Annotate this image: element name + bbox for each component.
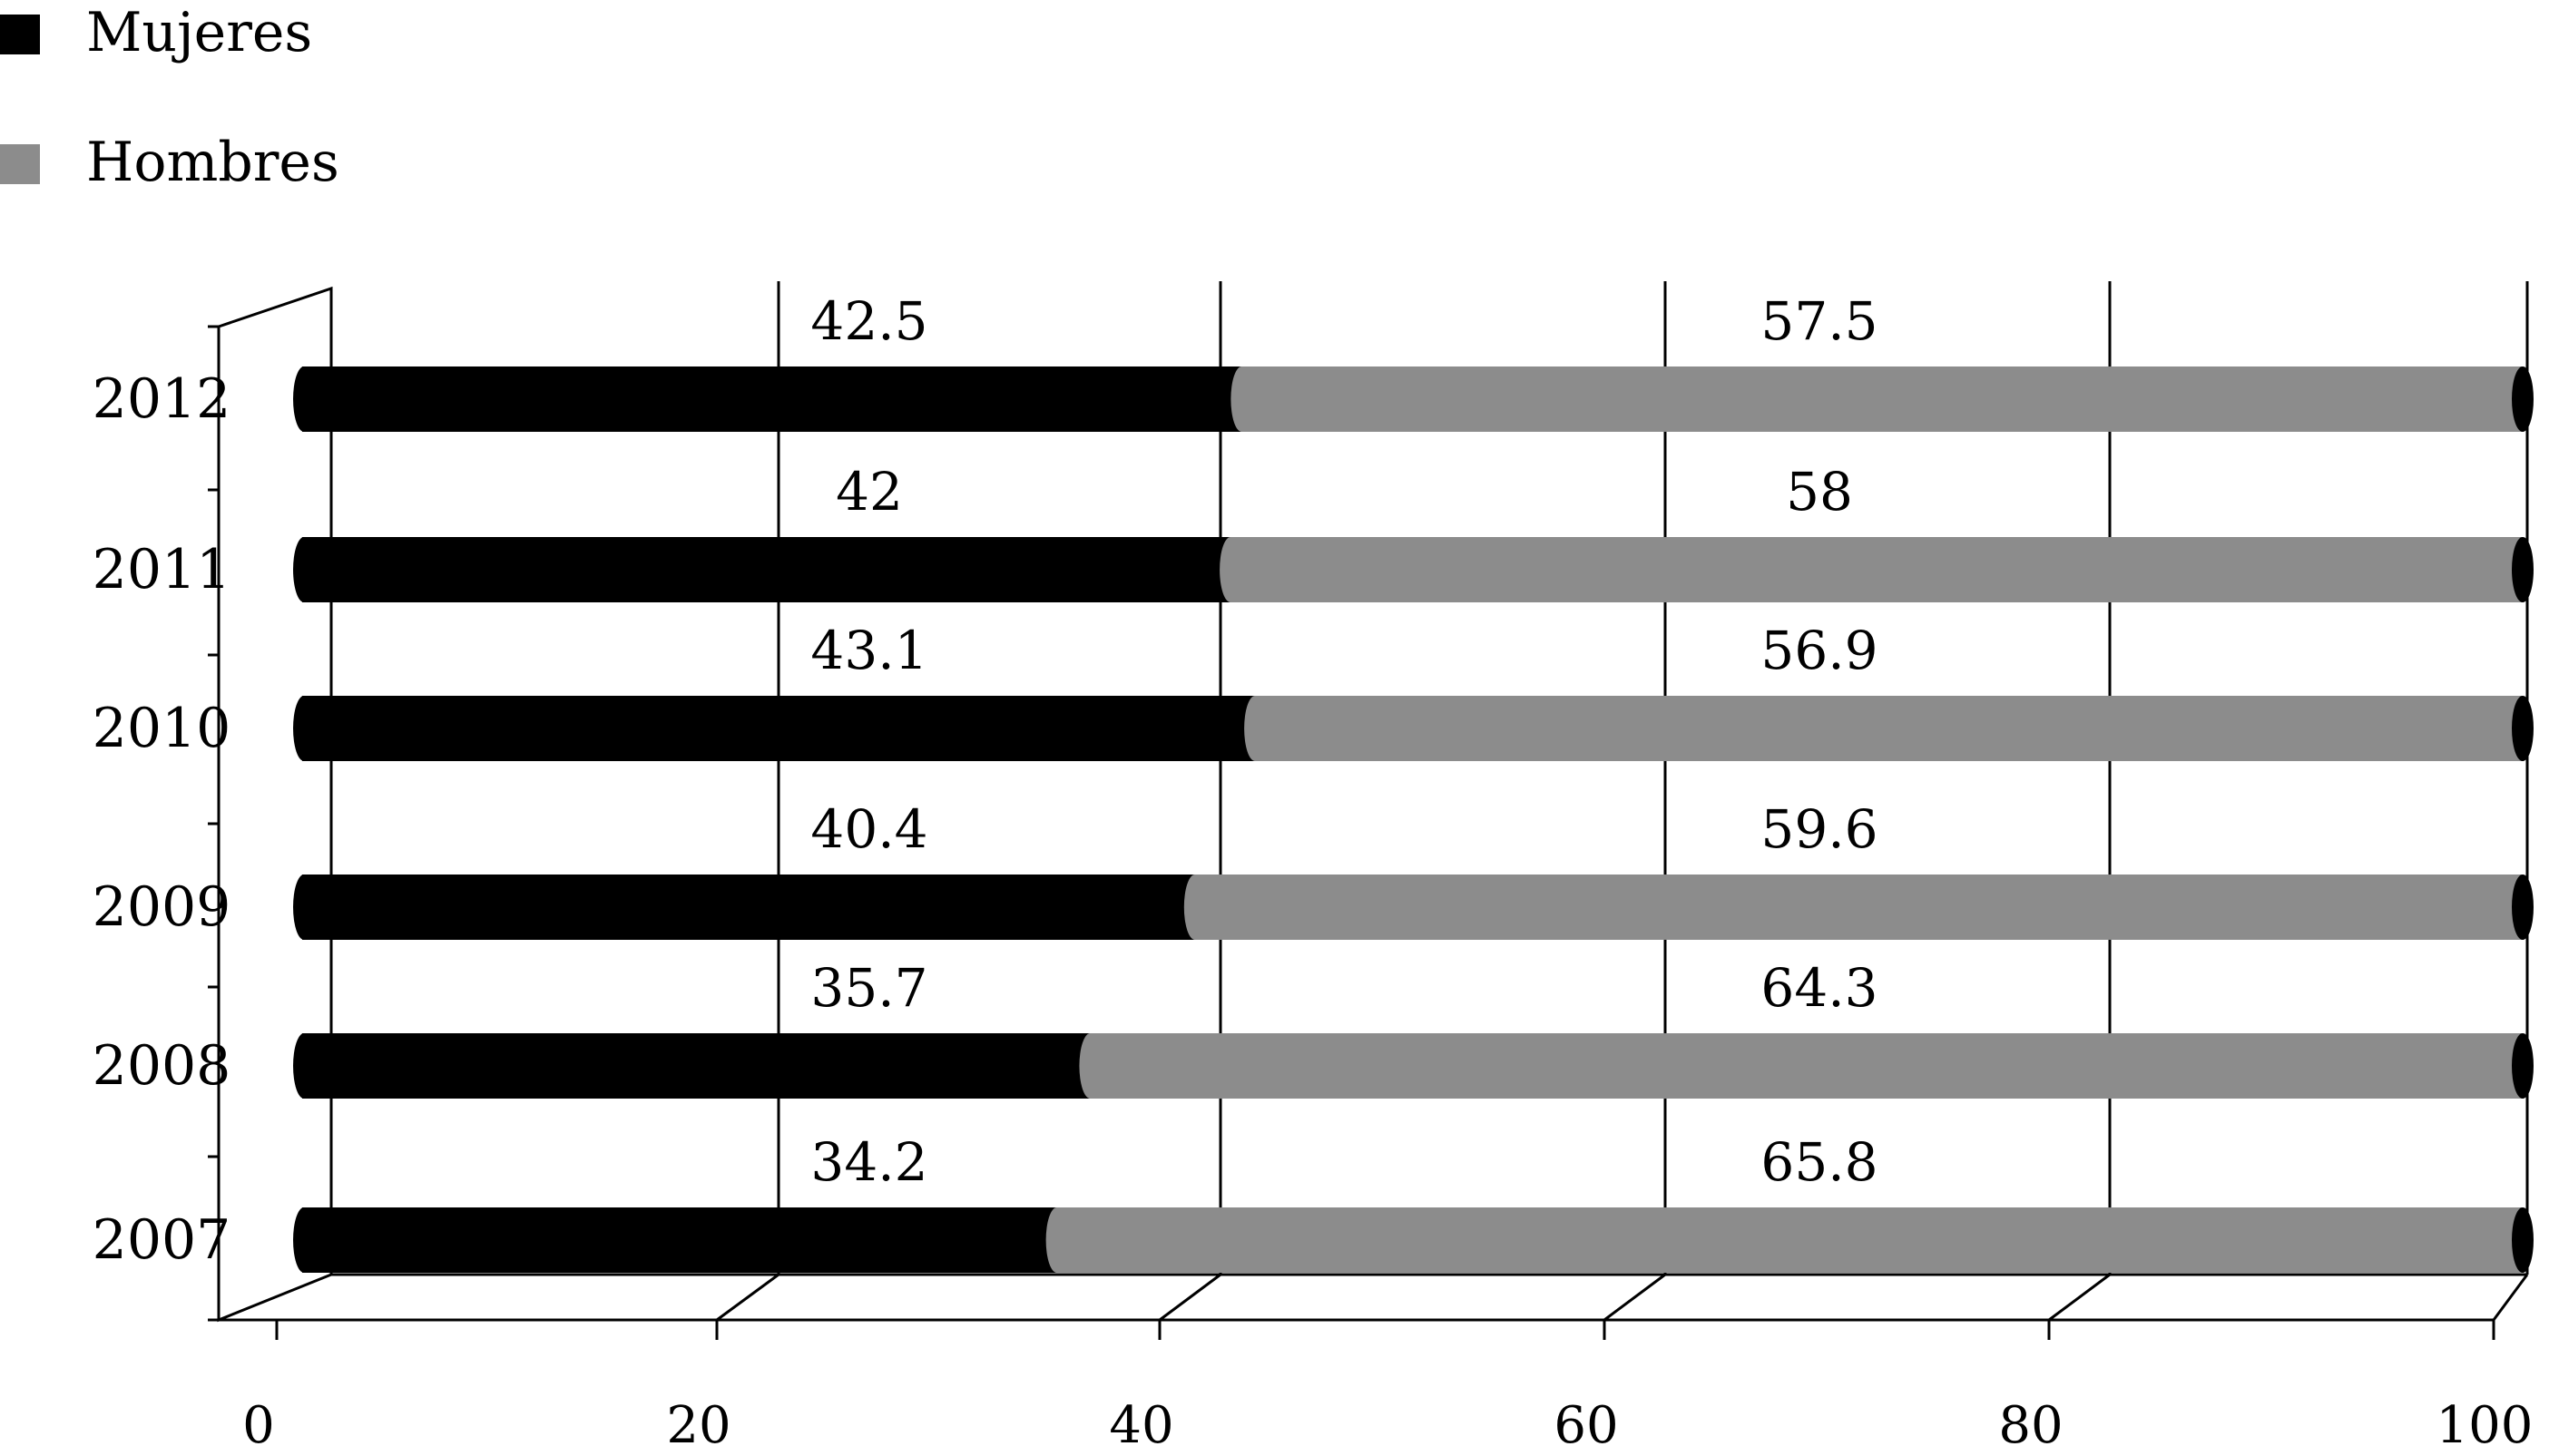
bar-mujeres-2008 — [302, 1033, 1091, 1099]
bar-hombres-2010 — [1255, 696, 2523, 761]
bar-mujeres-2012 — [302, 366, 1242, 432]
bar-start-cap — [293, 537, 315, 602]
y-category-label: 2007 — [93, 1208, 231, 1272]
legend-label-hombres: Hombres — [86, 131, 339, 194]
x-tick-label: 80 — [1998, 1396, 2063, 1455]
floor-gridline — [1159, 1273, 1221, 1322]
bar-start-cap — [293, 1033, 315, 1099]
bar-end-cap — [2512, 1033, 2534, 1099]
bar-hombres-2011 — [1230, 537, 2523, 602]
x-tick-label: 40 — [1109, 1396, 1173, 1455]
bar-end-cap — [2512, 1207, 2534, 1273]
bar-start-cap — [293, 1207, 315, 1273]
left-wall — [217, 286, 333, 1323]
legend-swatch-hombres — [0, 144, 40, 184]
legend-swatch-mujeres — [0, 15, 40, 54]
bar-mujeres-2007 — [302, 1207, 1057, 1273]
floor-gridline — [2492, 1274, 2529, 1321]
data-label-hombres: 65.8 — [1760, 1131, 1877, 1193]
data-label-mujeres: 34.2 — [810, 1131, 927, 1193]
data-label-hombres: 64.3 — [1760, 957, 1877, 1019]
floor-gridline — [1603, 1273, 1666, 1322]
bar-split-cap — [1183, 875, 1206, 940]
y-category-label: 2008 — [93, 1034, 231, 1098]
data-label-mujeres: 43.1 — [810, 620, 927, 681]
bar-start-cap — [293, 875, 315, 940]
bar-mujeres-2011 — [302, 537, 1231, 602]
bar-split-cap — [1230, 366, 1253, 432]
bar-start-cap — [293, 696, 315, 761]
bar-split-cap — [1220, 537, 1242, 602]
bar-mujeres-2010 — [302, 696, 1256, 761]
data-label-mujeres: 40.4 — [810, 798, 927, 860]
bar-end-cap — [2512, 875, 2534, 940]
data-label-hombres: 58 — [1786, 461, 1853, 523]
bar-mujeres-2009 — [302, 875, 1195, 940]
data-label-mujeres: 42.5 — [810, 290, 927, 352]
bar-hombres-2008 — [1090, 1033, 2523, 1099]
x-tick-label: 20 — [666, 1396, 730, 1455]
floor-gridline — [2048, 1273, 2111, 1322]
y-category-label: 2009 — [93, 875, 231, 939]
data-label-hombres: 57.5 — [1760, 290, 1877, 352]
bar-hombres-2009 — [1194, 875, 2523, 940]
data-label-mujeres: 35.7 — [810, 957, 927, 1019]
x-tick-label: 0 — [242, 1396, 275, 1455]
bar-end-cap — [2512, 537, 2534, 602]
y-category-label: 2010 — [93, 697, 231, 760]
bar-hombres-2007 — [1056, 1207, 2523, 1273]
bar-split-cap — [1079, 1033, 1102, 1099]
data-label-hombres: 56.9 — [1760, 620, 1877, 681]
data-label-mujeres: 42 — [836, 461, 903, 523]
bar-split-cap — [1045, 1207, 1068, 1273]
x-tick-label: 100 — [2436, 1396, 2534, 1455]
y-category-label: 2012 — [93, 367, 231, 431]
bar-hombres-2012 — [1241, 366, 2523, 432]
legend-label-mujeres: Mujeres — [86, 1, 312, 64]
bar-end-cap — [2512, 366, 2534, 432]
bar-end-cap — [2512, 696, 2534, 761]
x-tick-label: 60 — [1554, 1396, 1618, 1455]
y-category-label: 2011 — [93, 538, 231, 601]
bar-split-cap — [1244, 696, 1267, 761]
bar-start-cap — [293, 366, 315, 432]
floor-gridline — [716, 1273, 779, 1322]
data-label-hombres: 59.6 — [1760, 798, 1877, 860]
